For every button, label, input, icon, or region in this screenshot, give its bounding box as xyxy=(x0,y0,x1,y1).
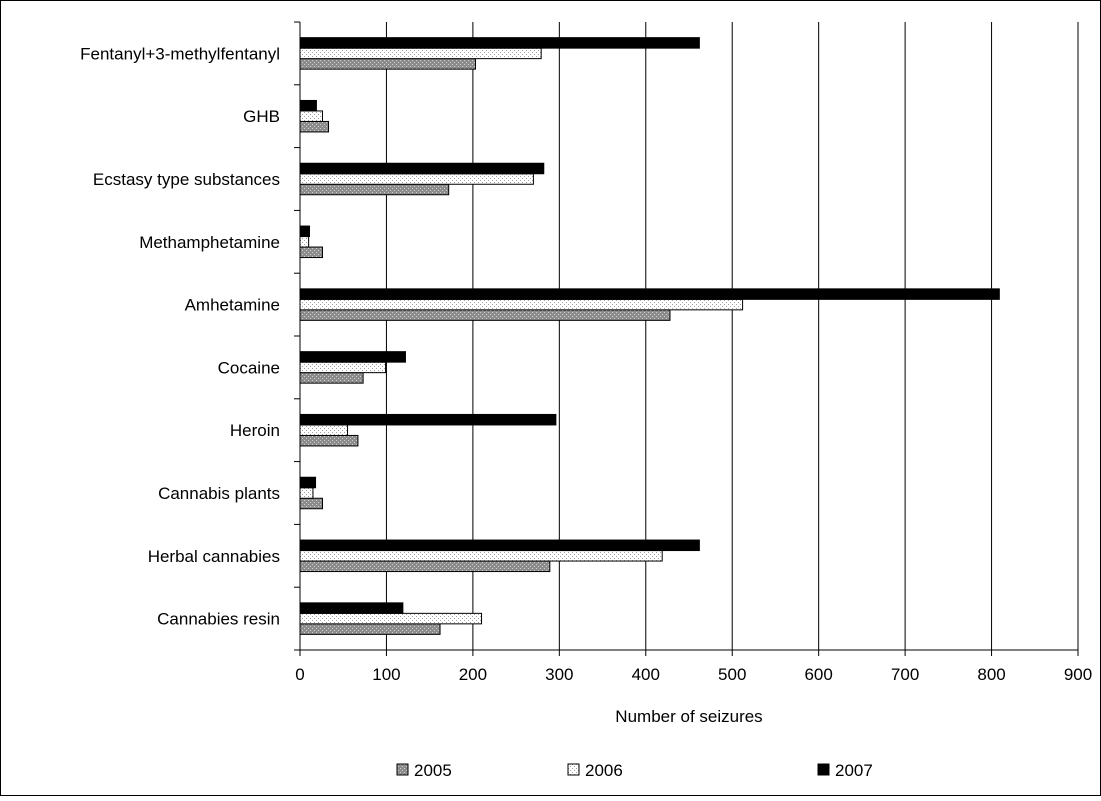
x-tick-label: 900 xyxy=(1064,665,1092,684)
category-label: Amhetamine xyxy=(185,296,280,315)
bar-2006 xyxy=(299,361,387,374)
x-tick-label: 300 xyxy=(545,665,573,684)
category-label: Cannabies resin xyxy=(157,610,280,629)
x-axis-title: Number of seizures xyxy=(615,707,762,726)
bar-2006 xyxy=(299,110,323,122)
bar-2007 xyxy=(299,351,406,363)
bar-2006 xyxy=(299,550,663,562)
bar-2006 xyxy=(299,47,542,60)
category-label: Heroin xyxy=(230,421,280,440)
bar-2007 xyxy=(299,288,1000,300)
x-tick-label: 200 xyxy=(459,665,487,684)
bar-2005 xyxy=(299,497,323,510)
category-label: Fentanyl+3-methylfentanyl xyxy=(80,44,280,63)
x-tick-label: 600 xyxy=(804,665,832,684)
x-tick-label: 400 xyxy=(632,665,660,684)
bar-2007 xyxy=(299,99,317,112)
bar-2006 xyxy=(299,424,349,436)
category-label: Cannabis plants xyxy=(158,484,280,503)
category-label: GHB xyxy=(243,107,280,126)
x-tick-label: 700 xyxy=(891,665,919,684)
bar-2006 xyxy=(299,298,744,311)
legend-swatch-2006 xyxy=(567,763,580,776)
bar-2007 xyxy=(299,225,311,238)
x-tick-label: 100 xyxy=(372,665,400,684)
bar-2007 xyxy=(299,539,700,552)
bar-2005 xyxy=(299,372,364,384)
bar-2006 xyxy=(299,487,314,499)
legend-swatch-2007 xyxy=(817,763,830,776)
x-tick-label: 0 xyxy=(295,665,304,684)
bar-2005 xyxy=(299,434,359,447)
x-tick-label: 500 xyxy=(718,665,746,684)
category-label: Cocaine xyxy=(218,358,280,377)
axes: 0 100 200 300 400 500 600 700 800 900 Cannabies re… xyxy=(80,21,1092,684)
x-tick-label: 800 xyxy=(977,665,1005,684)
bar-2007 xyxy=(299,602,404,614)
bar-2005 xyxy=(299,120,330,133)
legend-label-2007: 2007 xyxy=(835,761,873,780)
bar-2005 xyxy=(299,560,551,573)
legend-label-2006: 2006 xyxy=(585,761,623,780)
category-label: Methamphetamine xyxy=(139,233,280,252)
bar-2005 xyxy=(299,183,450,196)
legend: 2005 2006 2007 xyxy=(396,761,873,780)
bar-2007 xyxy=(299,476,317,489)
bar-2005 xyxy=(299,623,441,635)
legend-label-2005: 2005 xyxy=(414,761,452,780)
bar-2006 xyxy=(299,612,483,625)
legend-swatch-2005 xyxy=(396,763,409,776)
category-label: Ecstasy type substances xyxy=(93,170,280,189)
category-label: Herbal cannabies xyxy=(148,547,280,566)
bar-2005 xyxy=(299,58,476,70)
bar-2006 xyxy=(299,236,310,248)
bar-2006 xyxy=(299,173,534,185)
bar-2007 xyxy=(299,413,557,426)
bar-2005 xyxy=(299,309,671,321)
bars xyxy=(299,37,1000,635)
bar-2005 xyxy=(299,246,323,259)
bar-2007 xyxy=(299,37,700,49)
bar-2007 xyxy=(299,162,545,175)
